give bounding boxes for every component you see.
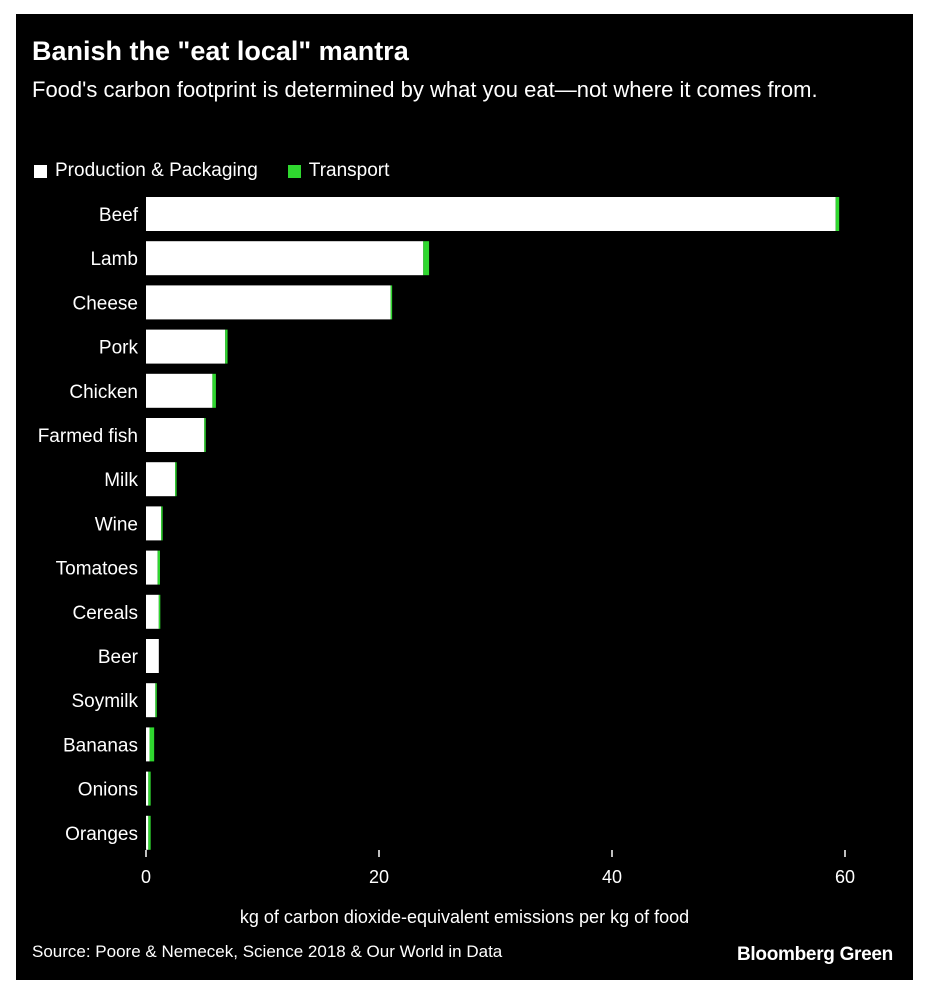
category-label-farmed-fish: Farmed fish <box>38 426 138 447</box>
chart-title: Banish the "eat local" mantra <box>32 36 409 66</box>
bar-cereals-production <box>146 594 159 629</box>
bar-onions-production <box>146 771 149 806</box>
legend-item-transport: Transport <box>287 160 390 182</box>
bar-farmed-fish-transport <box>204 418 206 452</box>
bar-cereals-transport <box>158 594 161 629</box>
bar-oranges-production <box>146 815 149 850</box>
bar-soymilk-production <box>146 683 156 718</box>
category-label-tomatoes: Tomatoes <box>56 559 138 580</box>
category-label-bananas: Bananas <box>63 735 138 756</box>
x-tick-label-20: 20 <box>369 867 389 887</box>
legend-label-production: Production & Packaging <box>55 160 258 181</box>
bar-chicken-production <box>146 373 213 408</box>
bar-milk-transport <box>175 462 177 497</box>
bar-lamb-production <box>146 241 424 276</box>
category-label-lamb: Lamb <box>90 249 138 270</box>
bar-beef-transport <box>835 197 840 231</box>
chart-panel: Banish the "eat local" mantra Food's car… <box>16 14 913 980</box>
bar-cheese-transport <box>390 285 393 320</box>
category-label-onions: Onions <box>78 780 138 801</box>
category-label-oranges: Oranges <box>65 824 138 845</box>
bar-bananas-transport <box>149 727 155 762</box>
legend-label-transport: Transport <box>308 160 390 181</box>
bar-wine-production <box>146 506 162 541</box>
bar-wine-transport <box>161 506 163 541</box>
legend-swatch-production <box>34 164 47 178</box>
category-label-chicken: Chicken <box>69 382 138 403</box>
category-label-beef: Beef <box>99 205 139 226</box>
category-label-soymilk: Soymilk <box>71 691 138 712</box>
bar-beer-production <box>146 639 159 673</box>
bar-soymilk-transport <box>155 683 157 718</box>
bar-pork-transport <box>225 329 228 364</box>
category-label-cheese: Cheese <box>73 293 139 314</box>
bar-milk-production <box>146 462 176 497</box>
bar-bananas-production <box>146 727 150 762</box>
bar-farmed-fish-production <box>146 418 205 452</box>
brand-logo: Bloomberg Green <box>737 944 893 965</box>
bar-pork-production <box>146 329 226 364</box>
bar-tomatoes-production <box>146 550 158 585</box>
category-label-cereals: Cereals <box>73 603 138 624</box>
x-tick-label-0: 0 <box>141 867 151 887</box>
x-axis-label: kg of carbon dioxide-equivalent emission… <box>239 907 690 927</box>
bar-beef-production <box>146 197 836 231</box>
legend: Production & Packaging Transport <box>34 160 419 182</box>
source-note: Source: Poore & Nemecek, Science 2018 & … <box>32 942 503 961</box>
category-label-milk: Milk <box>104 470 138 491</box>
bar-lamb-transport <box>423 241 430 276</box>
bar-chart: Beef Lamb Cheese Pork Chicken Farmed fish Milk… <box>38 197 855 887</box>
category-label-pork: Pork <box>99 338 139 359</box>
bar-oranges-transport <box>148 815 151 850</box>
bar-tomatoes-transport <box>157 550 160 585</box>
bar-cheese-production <box>146 285 391 320</box>
x-tick-label-60: 60 <box>835 867 855 887</box>
legend-swatch-transport <box>287 164 301 178</box>
legend-item-production: Production & Packaging <box>34 160 258 182</box>
chart-subtitle: Food's carbon footprint is determined by… <box>32 77 818 102</box>
bar-onions-transport <box>148 771 151 806</box>
x-tick-label-40: 40 <box>602 867 622 887</box>
category-label-beer: Beer <box>98 647 139 668</box>
category-label-wine: Wine <box>95 514 138 535</box>
bar-chicken-transport <box>212 373 216 408</box>
